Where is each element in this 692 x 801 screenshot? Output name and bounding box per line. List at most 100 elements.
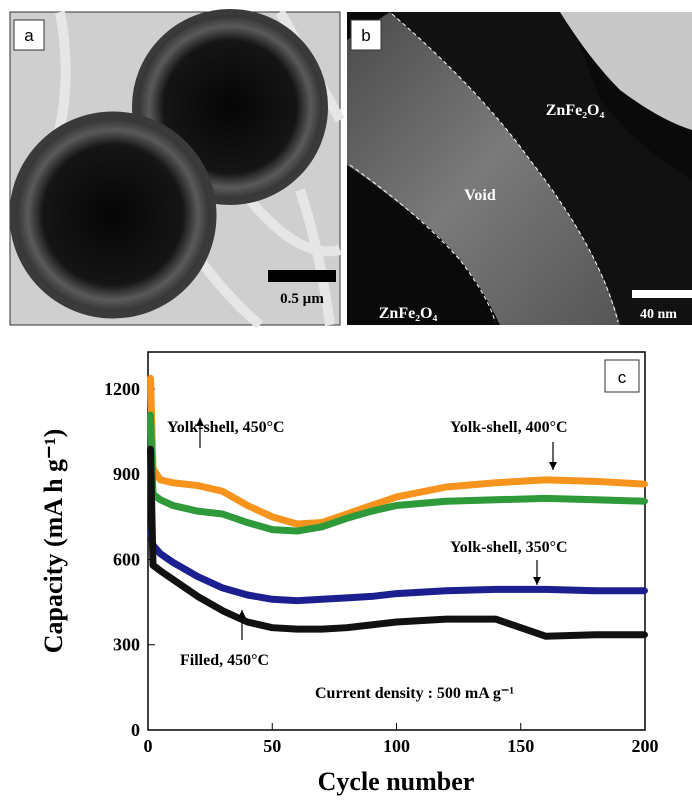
data-point xyxy=(294,520,301,527)
data-point xyxy=(368,502,375,509)
scale-label: 0.5 µm xyxy=(280,291,324,307)
data-point xyxy=(244,592,251,598)
data-point xyxy=(194,573,201,580)
data-point xyxy=(393,590,400,597)
data-point xyxy=(443,484,450,490)
label-box xyxy=(350,19,382,51)
data-point xyxy=(642,631,648,638)
data-point xyxy=(642,498,648,505)
series-line xyxy=(146,448,645,640)
data-point xyxy=(169,502,176,509)
data-point xyxy=(318,596,325,603)
series-annotation: Filled, 450°C xyxy=(180,652,269,669)
data-point xyxy=(592,478,599,485)
label-box xyxy=(13,19,45,51)
data-point xyxy=(157,550,164,557)
data-point xyxy=(219,488,226,495)
panel-b: b ZnFe₂O₄ Void ZnFe₂O₄ 40 nm xyxy=(347,12,692,325)
data-point xyxy=(157,567,164,574)
plot-frame xyxy=(147,351,646,731)
data-point xyxy=(343,515,350,522)
x-axis-label: Cycle number xyxy=(318,767,475,796)
data-point xyxy=(244,519,251,526)
data-point xyxy=(492,616,499,623)
data-point xyxy=(244,502,251,509)
data-point xyxy=(343,624,350,631)
data-point xyxy=(542,476,549,483)
panel-label: b xyxy=(361,26,370,45)
data-point xyxy=(393,493,400,500)
data-point xyxy=(269,513,276,520)
data-point xyxy=(592,496,599,503)
data-point xyxy=(443,498,450,505)
series-line xyxy=(147,530,645,605)
data-point xyxy=(542,495,549,502)
arrow-head xyxy=(533,577,541,585)
data-point xyxy=(368,508,375,515)
y-axis-label: Capacity (mA h g⁻¹) xyxy=(39,429,68,653)
y-tick-label: 600 xyxy=(113,549,140,569)
data-point xyxy=(244,619,251,625)
sphere xyxy=(9,111,217,319)
data-point xyxy=(194,508,201,515)
boundary xyxy=(349,164,496,323)
data-point xyxy=(147,374,154,381)
data-point xyxy=(294,626,301,633)
data-point xyxy=(542,586,549,593)
data-point xyxy=(592,631,599,638)
arrow-head xyxy=(549,462,557,470)
y-tick-label: 900 xyxy=(113,464,140,484)
series-annotation: Yolk-shell, 400°C xyxy=(450,419,568,436)
data-point xyxy=(642,587,648,594)
x-tick-label: 50 xyxy=(263,736,281,756)
data-point xyxy=(147,445,154,452)
data-point xyxy=(194,482,201,489)
data-point xyxy=(642,481,648,488)
panel-a: a 0.5 µm xyxy=(9,9,345,329)
data-point xyxy=(147,411,154,418)
region-label: ZnFe₂O₄ xyxy=(546,102,605,119)
data-point xyxy=(592,587,599,594)
x-tick-label: 150 xyxy=(507,736,534,756)
data-point xyxy=(169,576,176,583)
data-point xyxy=(169,479,176,486)
data-point xyxy=(393,619,400,625)
panel-label: a xyxy=(24,26,34,45)
data-point xyxy=(219,607,226,614)
data-point xyxy=(269,596,276,603)
data-point xyxy=(318,523,325,530)
series-annotation: Yolk-shell, 450°C xyxy=(167,419,285,436)
data-point xyxy=(169,559,176,566)
background xyxy=(560,12,692,130)
data-point xyxy=(492,496,499,503)
data-point xyxy=(219,511,226,517)
x-tick-label: 200 xyxy=(632,736,659,756)
data-point xyxy=(542,633,549,640)
data-point xyxy=(492,586,499,593)
void xyxy=(347,12,620,325)
x-tick-label: 100 xyxy=(383,736,410,756)
series-annotation: Yolk-shell, 350°C xyxy=(450,539,568,556)
region-label: Void xyxy=(464,187,496,204)
scale-label: 40 nm xyxy=(640,307,677,322)
data-point xyxy=(368,593,375,600)
panel-label: c xyxy=(618,368,627,387)
y-tick-label: 0 xyxy=(131,720,140,740)
region-label: ZnFe₂O₄ xyxy=(379,305,438,322)
data-point xyxy=(157,496,164,503)
annotation: Current density : 500 mA g⁻¹ xyxy=(315,685,514,702)
data-point xyxy=(368,621,375,628)
data-point xyxy=(492,479,499,486)
arrow-head xyxy=(196,418,204,426)
y-tick-label: 1200 xyxy=(104,379,140,399)
y-tick-label: 300 xyxy=(113,635,140,655)
arrow-head xyxy=(238,610,246,618)
data-point xyxy=(393,502,400,509)
data-point xyxy=(318,626,325,633)
label-box xyxy=(604,359,640,393)
data-point xyxy=(149,562,156,569)
boundary xyxy=(391,13,619,323)
data-point xyxy=(194,593,201,600)
data-point xyxy=(343,594,350,601)
data-point xyxy=(294,528,301,535)
